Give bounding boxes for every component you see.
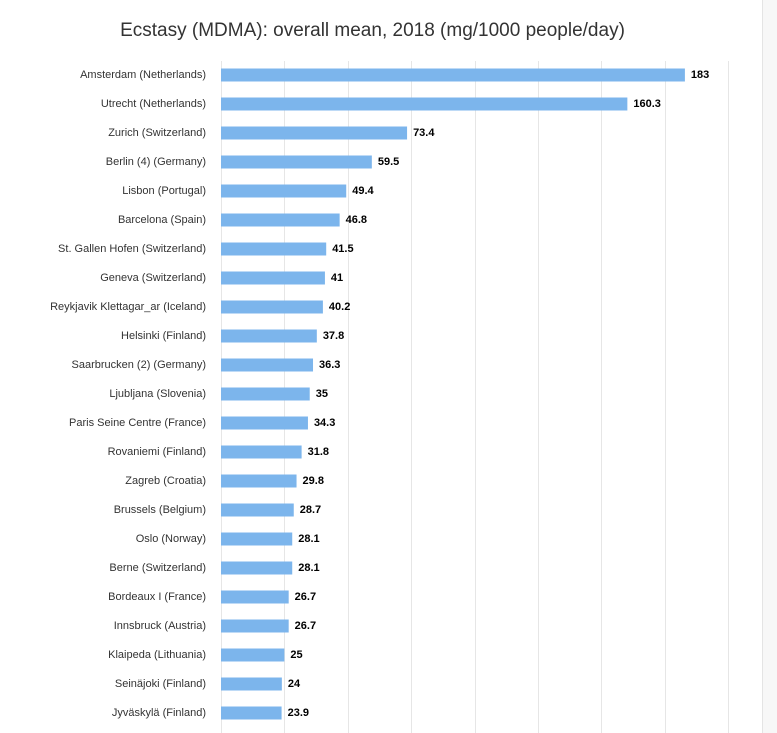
data-label: 26.7 (295, 591, 316, 603)
category-label: Berne (Switzerland) (109, 562, 206, 574)
category-label: Rovaniemi (Finland) (108, 446, 206, 458)
bar (221, 68, 685, 82)
bar (221, 532, 293, 546)
bar (221, 329, 317, 343)
data-label: 73.4 (413, 127, 435, 139)
data-label: 26.7 (295, 620, 316, 632)
data-label: 28.1 (298, 562, 319, 574)
bar (221, 706, 282, 720)
category-label: Paris Seine Centre (France) (69, 417, 206, 429)
category-label: Lisbon (Portugal) (122, 185, 206, 197)
category-label: Bordeaux I (France) (108, 591, 206, 603)
data-label: 29.8 (303, 475, 324, 487)
category-label: Brussels (Belgium) (114, 504, 206, 516)
bar-layer (221, 68, 685, 720)
bar (221, 300, 323, 314)
bar (221, 648, 285, 662)
data-label: 59.5 (378, 156, 399, 168)
bar (221, 213, 340, 227)
category-label: St. Gallen Hofen (Switzerland) (58, 243, 206, 255)
data-label: 28.7 (300, 504, 321, 516)
data-label: 41.5 (332, 243, 353, 255)
data-label: 49.4 (352, 185, 374, 197)
data-label: 34.3 (314, 417, 335, 429)
category-label: Reykjavik Klettagar_ar (Iceland) (50, 301, 206, 313)
bar (221, 416, 308, 430)
data-label: 24 (288, 678, 301, 690)
data-label: 183 (691, 69, 709, 81)
category-label: Seinäjoki (Finland) (115, 678, 206, 690)
bar (221, 445, 302, 459)
category-label: Amsterdam (Netherlands) (80, 69, 206, 81)
category-label: Saarbrucken (2) (Germany) (72, 359, 207, 371)
bar (221, 184, 347, 198)
chart-title: Ecstasy (MDMA): overall mean, 2018 (mg/1… (120, 20, 625, 41)
bar (221, 242, 327, 256)
bar (221, 677, 282, 691)
data-label: 35 (316, 388, 328, 400)
category-label: Oslo (Norway) (136, 533, 206, 545)
bar (221, 155, 372, 169)
category-label: Barcelona (Spain) (118, 214, 206, 226)
category-label: Klaipeda (Lithuania) (108, 649, 206, 661)
data-label: 36.3 (319, 359, 340, 371)
category-label: Innsbruck (Austria) (114, 620, 206, 632)
data-label: 23.9 (288, 707, 309, 719)
scrollbar-track[interactable] (762, 0, 777, 733)
category-label: Zurich (Switzerland) (108, 127, 206, 139)
category-label: Jyväskylä (Finland) (112, 707, 206, 719)
data-label: 41 (331, 272, 343, 284)
data-label: 46.8 (346, 214, 367, 226)
bar (221, 271, 325, 285)
data-label: 25 (290, 649, 302, 661)
category-label: Zagreb (Croatia) (125, 475, 206, 487)
category-label: Utrecht (Netherlands) (101, 98, 206, 110)
category-label: Helsinki (Finland) (121, 330, 206, 342)
bar (221, 126, 408, 140)
bar (221, 561, 293, 575)
data-label: 31.8 (308, 446, 329, 458)
bar (221, 474, 297, 488)
bar (221, 97, 628, 111)
bar (221, 619, 289, 633)
bar (221, 590, 289, 604)
bar (221, 387, 310, 401)
bar (221, 503, 294, 517)
data-label: 160.3 (633, 98, 661, 110)
bar (221, 358, 314, 372)
label-layer: Amsterdam (Netherlands) 183 Utrecht (Nethe… (50, 69, 709, 719)
category-label: Ljubljana (Slovenia) (109, 388, 206, 400)
data-label: 40.2 (329, 301, 350, 313)
data-label: 28.1 (298, 533, 319, 545)
data-label: 37.8 (323, 330, 344, 342)
category-label: Geneva (Switzerland) (100, 272, 206, 284)
category-label: Berlin (4) (Germany) (106, 156, 206, 168)
